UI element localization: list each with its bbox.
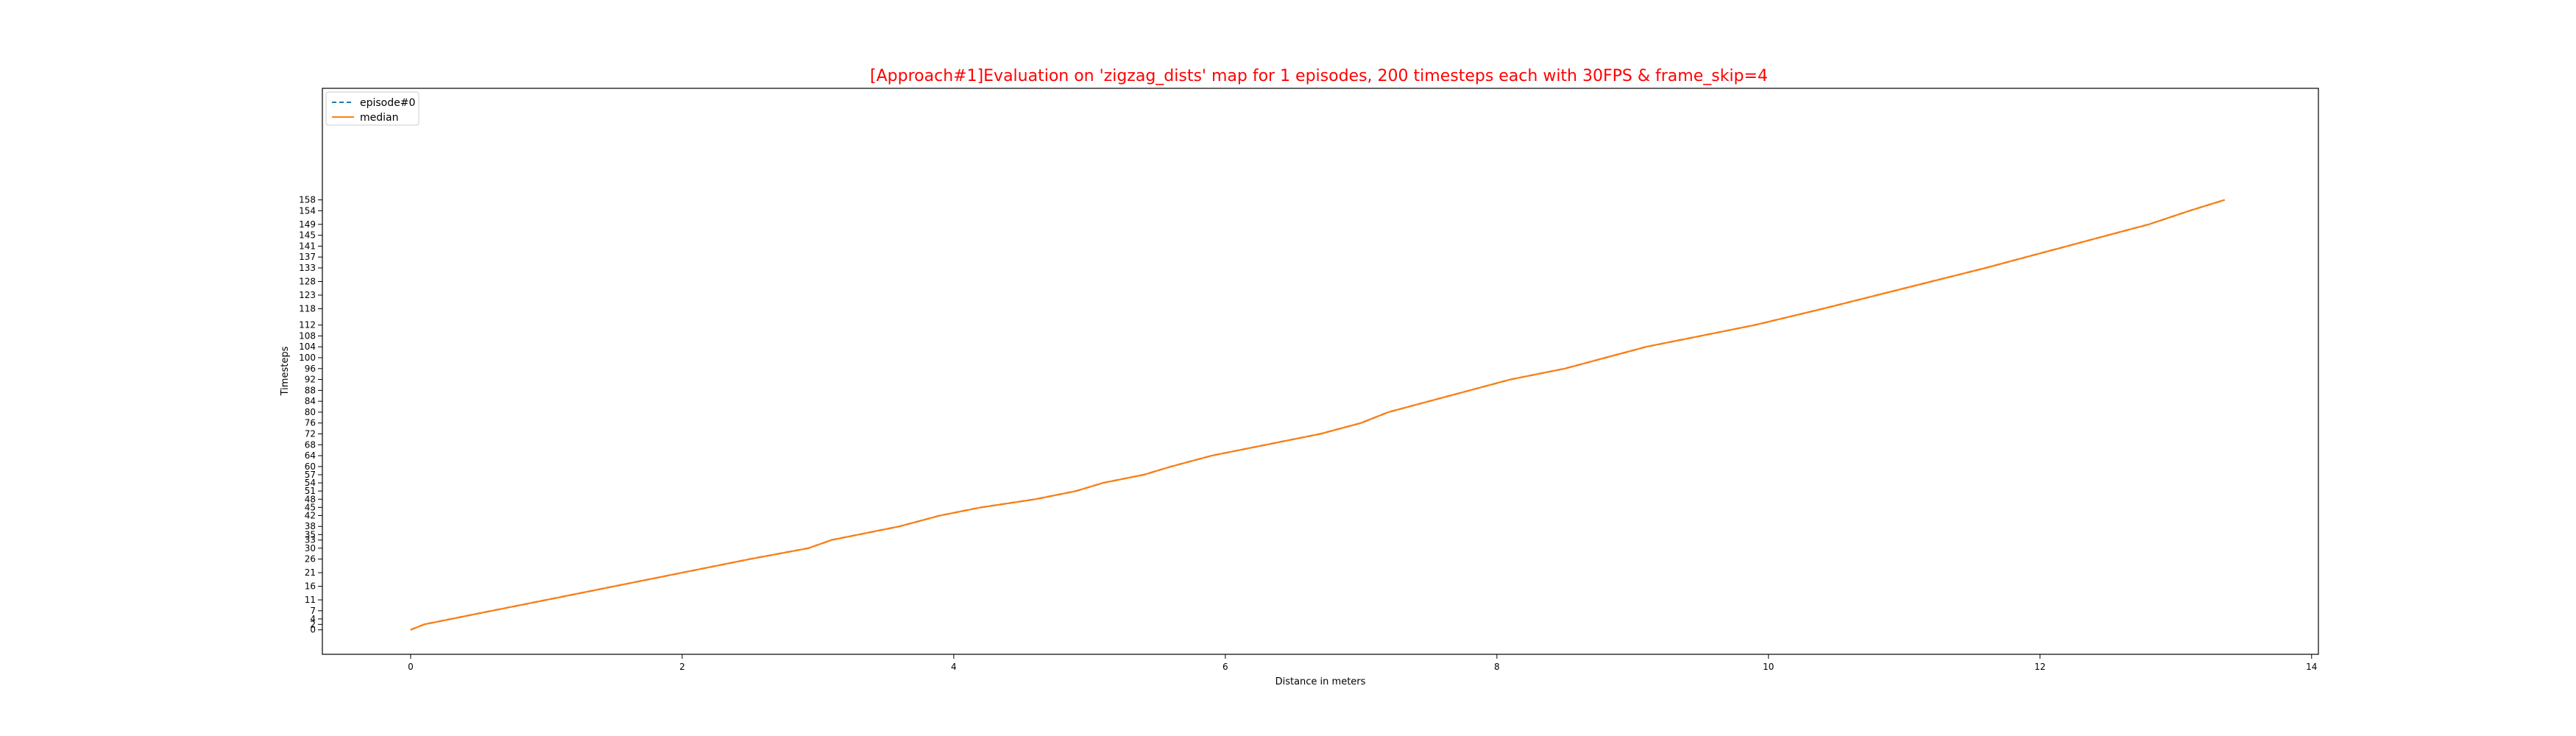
- y-tick-label: 149: [299, 219, 316, 230]
- y-tick-label: 100: [299, 353, 316, 363]
- y-tick-label: 137: [299, 252, 316, 262]
- x-tick-label: 10: [1763, 662, 1774, 672]
- x-tick-label: 4: [951, 662, 957, 672]
- series-line-1: [410, 199, 2226, 631]
- x-tick-label: 8: [1494, 662, 1500, 672]
- legend-label-median: median: [360, 112, 398, 124]
- y-tick-label: 11: [305, 595, 316, 605]
- y-tick-label: 112: [299, 320, 316, 330]
- y-tick-label: 54: [305, 478, 316, 488]
- y-tick-label: 51: [305, 486, 316, 496]
- series-line-0: [410, 199, 2226, 631]
- x-tick-label: 0: [408, 662, 414, 672]
- y-tick-label: 7: [310, 606, 316, 616]
- y-tick-label: 68: [305, 439, 316, 450]
- y-tick-label: 133: [299, 263, 316, 273]
- y-tick-label: 21: [305, 567, 316, 578]
- y-tick-label: 35: [305, 529, 316, 539]
- y-tick-label: 26: [305, 554, 316, 565]
- legend: episode#0 median: [325, 91, 420, 126]
- y-tick-label: 0: [310, 625, 316, 635]
- x-tick-label: 14: [2306, 662, 2317, 672]
- y-tick-label: 84: [305, 396, 316, 406]
- legend-label-episode0: episode#0: [360, 97, 415, 109]
- y-tick-label: 76: [305, 418, 316, 428]
- x-tick-label: 12: [2034, 662, 2045, 672]
- y-tick-label: 96: [305, 364, 316, 374]
- x-tick-label: 2: [679, 662, 685, 672]
- y-tick-label: 141: [299, 241, 316, 251]
- x-axis-label: Distance in meters: [1275, 676, 1366, 687]
- y-tick-label: 4: [310, 614, 316, 624]
- y-tick-label: 72: [305, 429, 316, 439]
- y-tick-label: 88: [305, 385, 316, 395]
- y-axis-label: Timesteps: [280, 346, 291, 396]
- y-tick-label: 30: [305, 543, 316, 553]
- y-tick-label: 154: [299, 205, 316, 216]
- y-tick-label: 145: [299, 230, 316, 241]
- y-tick-label: 158: [299, 195, 316, 205]
- y-tick-label: 2: [310, 619, 316, 629]
- y-tick-label: 104: [299, 342, 316, 352]
- y-tick-label: 64: [305, 450, 316, 461]
- y-tick-label: 57: [305, 470, 316, 480]
- chart-title: [Approach#1]Evaluation on 'zigzag_dists'…: [870, 67, 1768, 85]
- y-tick-label: 118: [299, 303, 316, 314]
- y-tick-label: 128: [299, 276, 316, 286]
- x-axis-ticks: 0 2 4 6 8 10 12 14: [408, 654, 2317, 672]
- y-tick-label: 108: [299, 330, 316, 341]
- plot-area: [322, 88, 2319, 655]
- x-tick-label: 6: [1222, 662, 1228, 672]
- series-lines: [410, 199, 2226, 631]
- y-tick-label: 42: [305, 510, 316, 520]
- y-tick-label: 16: [305, 581, 316, 592]
- y-tick-label: 60: [305, 461, 316, 472]
- y-tick-label: 123: [299, 290, 316, 300]
- y-tick-label: 92: [305, 375, 316, 385]
- y-tick-label: 45: [305, 502, 316, 512]
- y-tick-label: 48: [305, 494, 316, 504]
- y-tick-label: 33: [305, 535, 316, 545]
- y-tick-label: 80: [305, 407, 316, 417]
- y-tick-label: 38: [305, 521, 316, 531]
